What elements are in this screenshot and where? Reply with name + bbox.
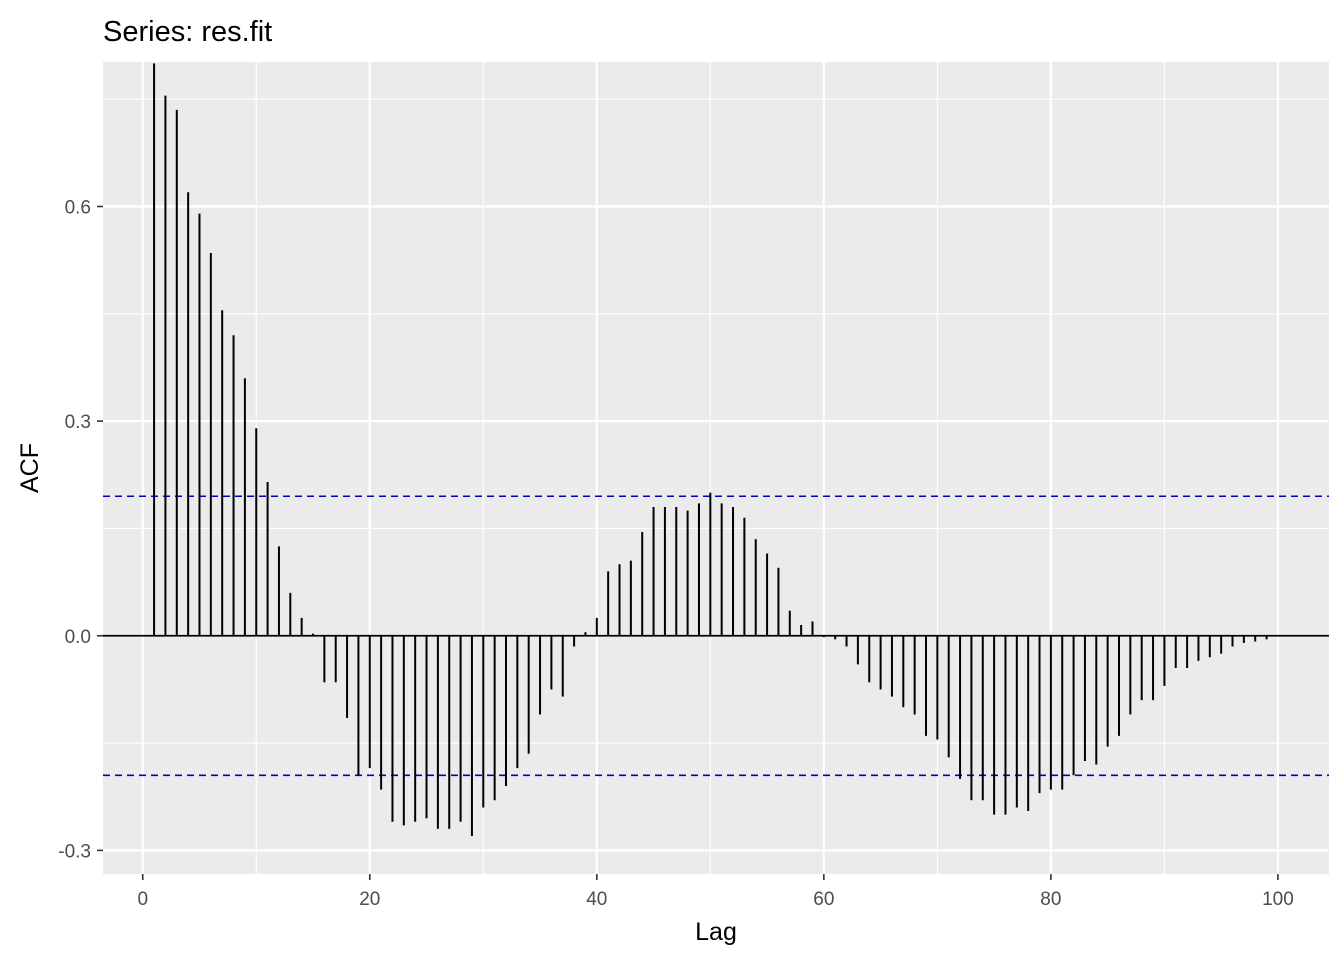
y-axis-ticks: -0.3 0.0 0.3 0.6 — [58, 198, 103, 862]
y-tick-label: 0.3 — [65, 412, 91, 433]
confidence-bounds — [103, 495, 1329, 777]
x-axis-title: Lag — [695, 918, 737, 946]
x-tick-label: 60 — [813, 889, 834, 910]
x-tick-label: 40 — [586, 889, 607, 910]
chart-title: Series: res.fit — [103, 16, 272, 48]
x-tick-label: 0 — [137, 889, 148, 910]
x-tick-label: 80 — [1040, 889, 1061, 910]
acf-bars — [153, 63, 1268, 837]
y-tick-label: -0.3 — [58, 841, 91, 862]
y-axis-title: ACF — [16, 443, 44, 493]
x-tick-label: 20 — [359, 889, 380, 910]
x-axis-ticks: 0 20 40 60 80 100 — [137, 874, 1294, 910]
plot-panel — [103, 62, 1329, 874]
y-tick-label: 0.0 — [65, 627, 91, 648]
x-tick-label: 100 — [1262, 889, 1294, 910]
y-tick-label: 0.6 — [65, 198, 91, 219]
